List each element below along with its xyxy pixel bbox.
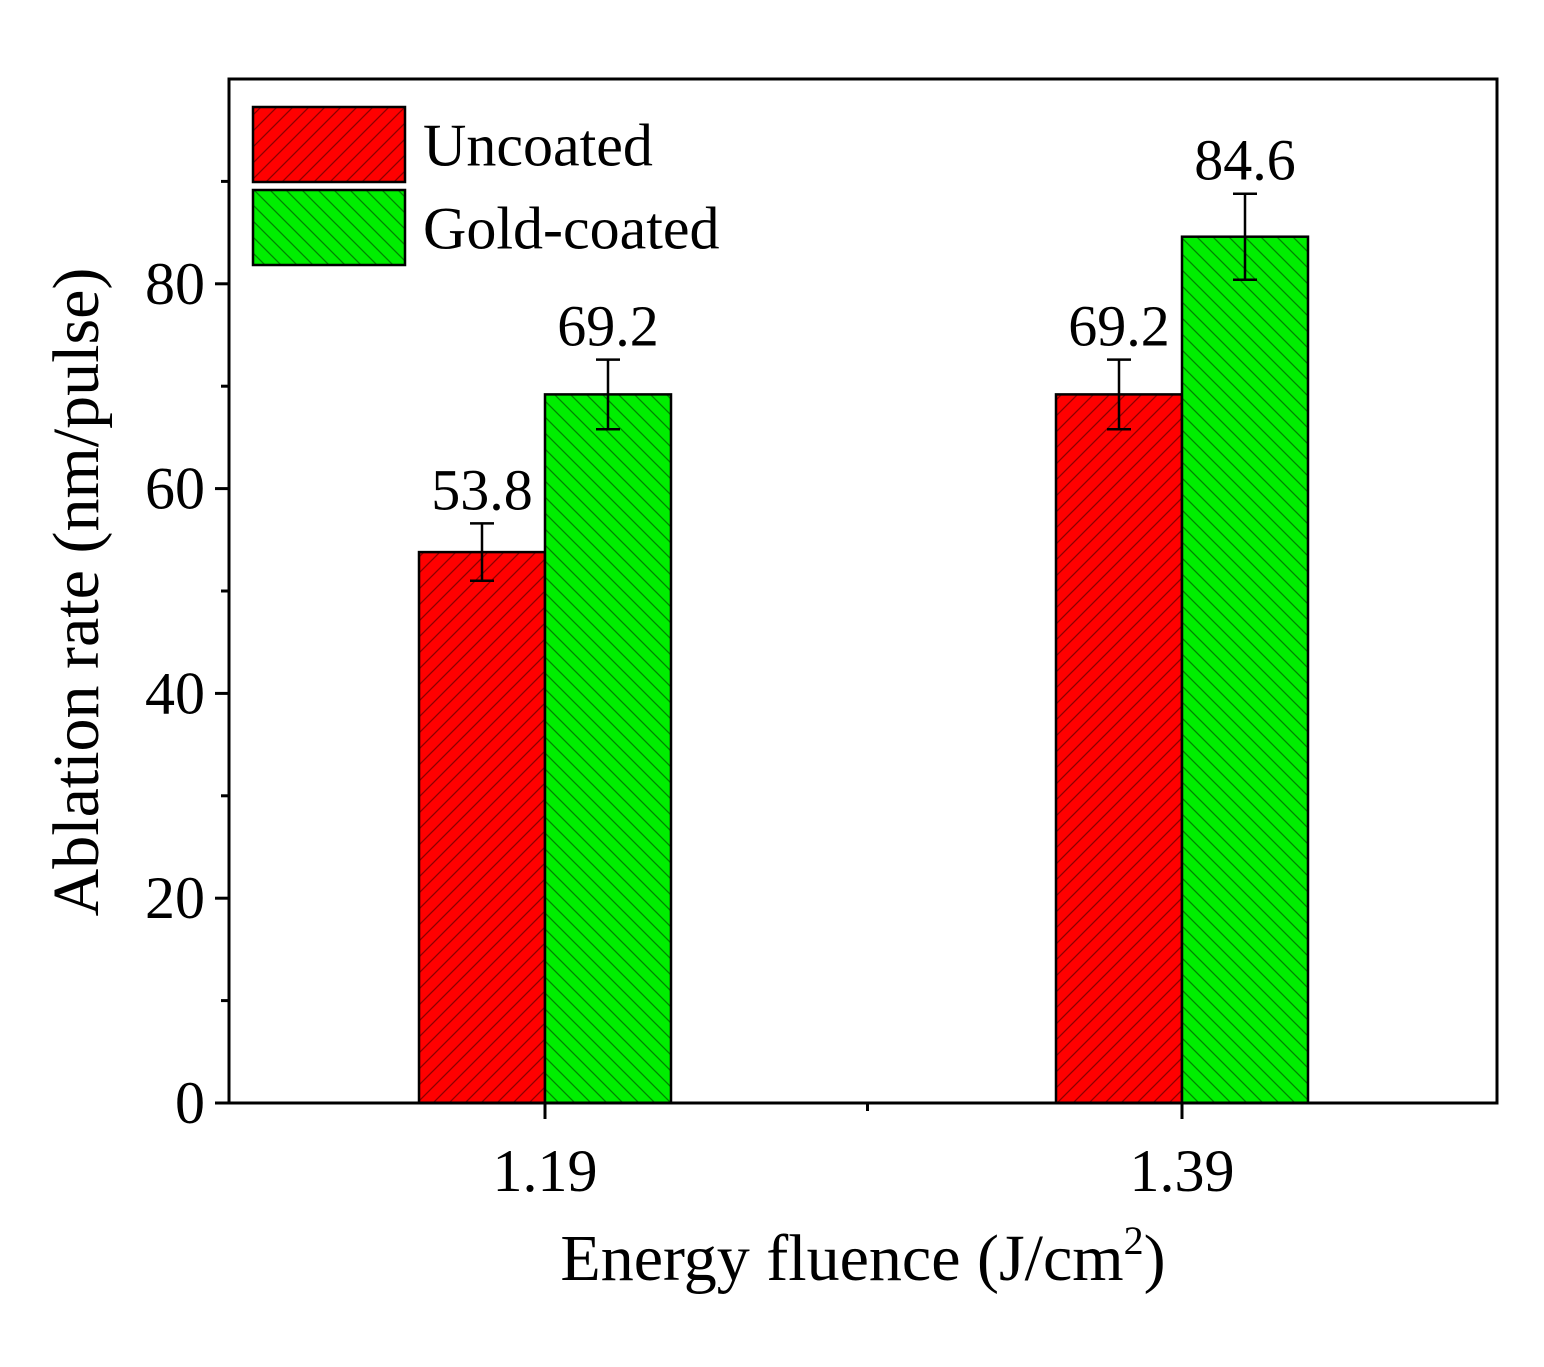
legend-label-uncoated: Uncoated [423,113,653,179]
value-label-uncoated-1.19: 53.8 [431,457,533,522]
value-label-gold-coated-1.19: 69.2 [557,294,659,359]
legend-item-uncoated: Uncoated [251,105,653,184]
x-tick-label-1.19: 1.19 [493,1138,598,1204]
error-bar-uncoated-1.39 [1107,358,1131,431]
bar-hatch-uncoated-1.19 [419,552,545,1103]
error-bar-gold-coated-1.19 [596,358,620,431]
x-axis-title-superscript: 2 [1124,1218,1144,1263]
error-bar-gold-coated-1.39 [1233,192,1257,281]
x-tick-label-1.39: 1.39 [1130,1138,1235,1204]
legend-swatch-hatch-uncoated [253,107,405,182]
x-axis-title: Energy fluence (J/cm2) [560,1218,1165,1295]
y-tick-label-0: 0 [175,1070,205,1136]
bar-hatch-uncoated-1.39 [1056,394,1182,1104]
x-axis-title-main: Energy fluence (J/cm [560,1222,1123,1295]
legend: Uncoated Gold-coated [251,105,720,267]
error-bar-uncoated-1.19 [470,522,494,583]
y-axis-title: Ablation rate (nm/pulse) [40,268,113,917]
error-bars-layer [470,192,1257,583]
value-label-gold-coated-1.39: 84.6 [1194,128,1296,193]
value-label-uncoated-1.39: 69.2 [1068,294,1170,359]
bars-layer [417,235,1310,1105]
bar-hatch-gold-coated-1.39 [1182,236,1308,1104]
legend-label-gold-coated: Gold-coated [423,196,720,262]
y-tick-label-40: 40 [145,660,205,726]
y-tick-label-60: 60 [145,456,205,522]
bar-hatch-gold-coated-1.19 [545,394,671,1104]
legend-item-gold-coated: Gold-coated [251,188,720,267]
value-labels-layer: 53.8 69.2 69.2 84.6 [431,128,1296,523]
y-tick-label-80: 80 [145,251,205,317]
axes-layer: 0 20 40 60 80 1.19 1.39 [145,179,1235,1204]
x-axis-title-suffix: ) [1144,1222,1166,1295]
y-tick-label-20: 20 [145,865,205,931]
legend-swatch-hatch-gold-coated [253,190,405,265]
